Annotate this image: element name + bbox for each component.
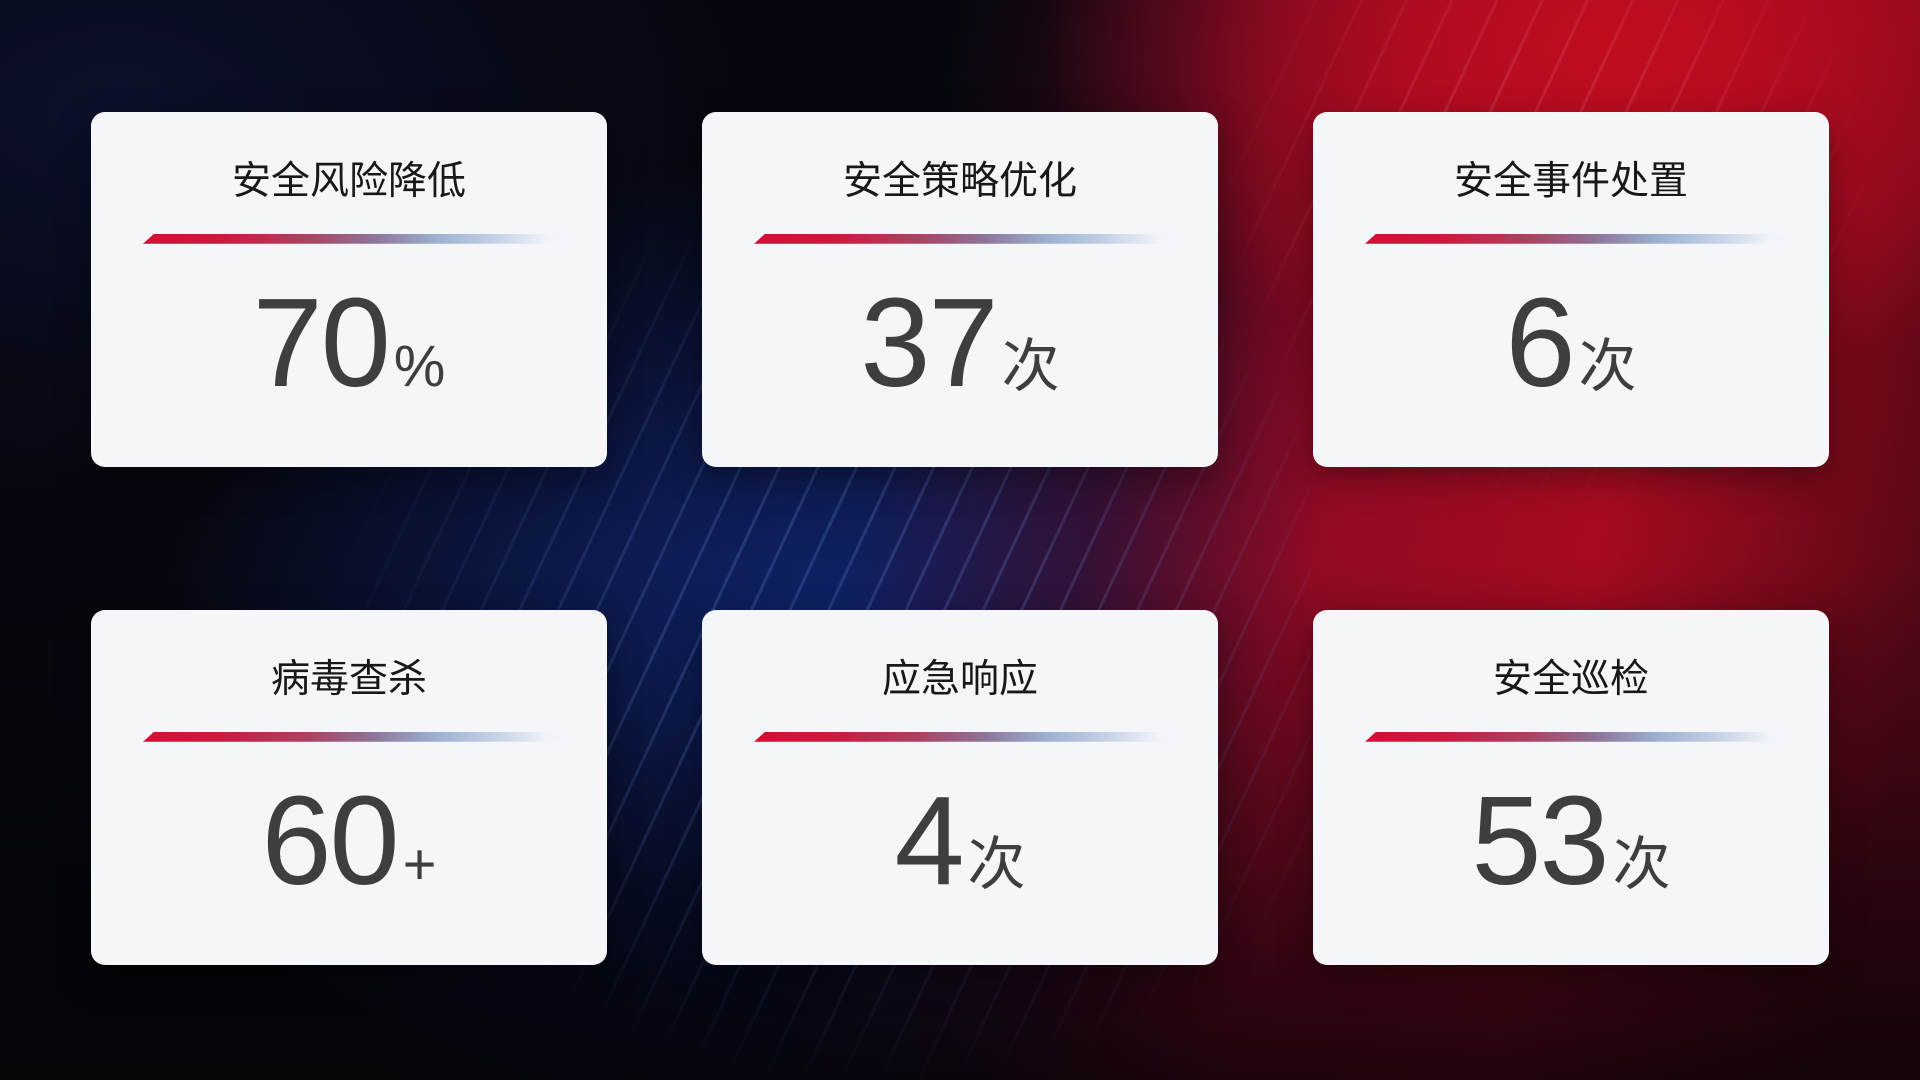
stat-row: 37 次	[702, 271, 1218, 413]
card-title: 安全风险降低	[231, 160, 466, 203]
card-title: 病毒查杀	[270, 658, 427, 701]
stat-unit: +	[402, 831, 437, 897]
stat-card-policy-optimization: 安全策略优化 37 次	[702, 112, 1218, 467]
stat-unit: 次	[1578, 333, 1637, 399]
stat-unit: %	[393, 333, 446, 399]
divider-line	[1365, 233, 1808, 244]
divider-line	[1365, 731, 1808, 742]
card-title: 安全巡检	[1492, 658, 1649, 701]
stat-row: 53 次	[1313, 769, 1829, 911]
stat-value: 37	[860, 271, 998, 413]
stat-card-emergency-response: 应急响应 4 次	[702, 610, 1218, 965]
stat-value: 53	[1471, 769, 1609, 911]
stat-value: 4	[894, 769, 964, 911]
stat-row: 60 +	[91, 769, 607, 911]
stat-row: 4 次	[702, 769, 1218, 911]
divider-line	[143, 731, 586, 742]
stat-unit: 次	[1612, 831, 1671, 897]
stat-row: 70 %	[91, 271, 607, 413]
divider-line	[143, 233, 586, 244]
stat-value: 60	[261, 769, 399, 911]
card-title: 安全事件处置	[1453, 160, 1688, 203]
divider-line	[754, 233, 1197, 244]
stat-value: 70	[252, 271, 391, 413]
stat-value: 6	[1505, 271, 1575, 413]
stat-row: 6 次	[1313, 271, 1829, 413]
card-title: 应急响应	[881, 658, 1038, 701]
stat-unit: 次	[967, 831, 1026, 897]
stat-card-grid: 安全风险降低 70 % 安全策略优化 37 次 安全事件处置 6 次 病毒查杀 …	[91, 112, 1829, 965]
divider-line	[754, 731, 1197, 742]
stat-card-incident-handling: 安全事件处置 6 次	[1313, 112, 1829, 467]
stat-card-risk-reduction: 安全风险降低 70 %	[91, 112, 607, 467]
stat-card-virus-scan: 病毒查杀 60 +	[91, 610, 607, 965]
card-title: 安全策略优化	[842, 160, 1077, 203]
stat-card-security-inspection: 安全巡检 53 次	[1313, 610, 1829, 965]
stat-unit: 次	[1001, 333, 1060, 399]
